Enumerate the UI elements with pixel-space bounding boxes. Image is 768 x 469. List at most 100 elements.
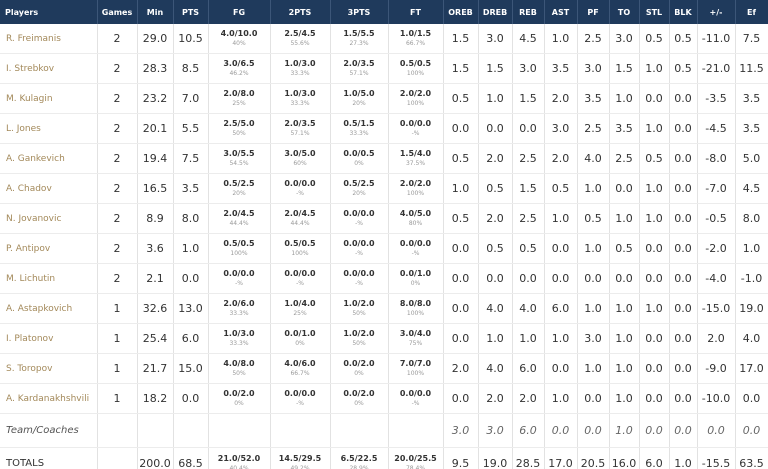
player-name[interactable]: N. Jovanovic [0,203,98,234]
shot-percentage: 0% [354,400,364,407]
stat-cell: 0.0 [669,413,698,448]
column-header[interactable]: Ef [735,0,768,24]
stat-cell: 2 [97,53,138,84]
shot-made-attempted: 0.0/0.0 [399,239,432,248]
player-row: M. Lichutin 2 2.1 0.0 0.0/0.0 -% 0.0/0.0 -% 0.0/… [0,263,768,294]
stat-cell: 2 [97,113,138,144]
stat-cell: 2.1 [137,263,174,294]
player-row: M. Kulagin 2 23.2 7.0 2.0/8.0 25% 1.0/3.0 33.3%… [0,83,768,114]
shot-percentage: 57.1% [290,130,310,137]
stat-cell: 1.0 [609,323,640,354]
shot-made-attempted: 2.0/2.0 [399,179,432,188]
shot-made-attempted: 0.0/2.0 [223,389,255,398]
stat-cell: 0.0 [669,173,698,204]
stat-cell: 0.0 [443,383,479,414]
player-name[interactable]: R. Freimanis [0,24,98,54]
stat-cell: 3.5 [577,83,610,114]
player-name[interactable]: P. Antipov [0,233,98,264]
stat-cell: 200.0 [137,447,174,469]
stat-cell: 3.5 [735,83,768,114]
column-header[interactable]: DREB [478,0,513,24]
stat-cell [137,413,174,448]
column-header[interactable]: BLK [669,0,698,24]
shot-percentage: 44.4% [229,220,249,227]
player-name[interactable]: M. Kulagin [0,83,98,114]
shot-percentage: 49.2% [290,464,310,469]
shot-percentage: 33.3% [290,70,310,77]
player-name[interactable]: A. Gankevich [0,143,98,174]
stat-cell: 1.5 [478,53,513,84]
stat-cell: 2.5/5.0 50% [208,113,271,144]
stat-cell: 0.0 [609,173,640,204]
player-name[interactable]: A. Chadov [0,173,98,204]
column-header[interactable]: Games [97,0,138,24]
shot-made-attempted: 7.0/7.0 [399,359,432,368]
column-header[interactable]: +/- [697,0,736,24]
column-header[interactable]: 2PTS [270,0,331,24]
shot-made-attempted: 1.0/3.0 [223,329,255,338]
shot-made-attempted: 1.0/2.0 [343,329,375,338]
stat-cell: 6.0 [512,413,545,448]
stat-cell: 1.5 [512,83,545,114]
shot-made-attempted: 4.0/10.0 [220,29,258,38]
stat-cell: 4.0/6.0 66.7% [270,353,331,384]
shot-percentage: 100% [406,370,425,377]
column-header[interactable]: Min [137,0,174,24]
player-name[interactable]: I. Platonov [0,323,98,354]
stat-cell: 3.0/5.5 54.5% [208,143,271,174]
player-row: I. Platonov 1 25.4 6.0 1.0/3.0 33.3% 0.0/1.0 0%… [0,323,768,354]
stat-cell [173,413,209,448]
column-header[interactable]: 3PTS [330,0,389,24]
column-header[interactable]: AST [544,0,578,24]
stat-cell: 0.0/0.0 -% [208,263,271,294]
stat-cell: 0.0 [443,233,479,264]
shot-percentage: 0% [295,340,305,347]
stat-cell: 17.0 [735,353,768,384]
stat-cell: -8.0 [697,143,736,174]
column-header[interactable]: PF [577,0,610,24]
stat-cell: 1 [97,293,138,324]
stat-cell: 1.0 [544,383,578,414]
stat-cell: 0.0 [669,203,698,234]
player-name[interactable]: S. Toropov [0,353,98,384]
stat-cell: 28.3 [137,53,174,84]
stat-cell: 1.0 [609,383,640,414]
player-name[interactable]: M. Lichutin [0,263,98,294]
stat-cell: 0.0 [512,113,545,144]
shot-made-attempted: 0.0/0.0 [399,119,432,128]
shot-made-attempted: 0.0/0.0 [343,269,375,278]
stat-cell: 4.0/10.0 40% [208,24,271,54]
player-name[interactable]: I. Strebkov [0,53,98,84]
stat-cell: 0.0 [173,383,209,414]
column-header[interactable]: TO [609,0,640,24]
player-name[interactable]: A. Astapkovich [0,293,98,324]
stat-cell: 0.5 [478,233,513,264]
player-name[interactable]: L. Jones [0,113,98,144]
shot-made-attempted: 0.0/0.0 [399,389,432,398]
column-header[interactable]: FT [388,0,444,24]
column-header[interactable]: PTS [173,0,209,24]
stat-cell: 0.0/2.0 0% [208,383,271,414]
stat-cell: 2.0/2.0 100% [388,83,444,114]
stat-cell: 2 [97,233,138,264]
stat-cell: 0.5 [639,143,670,174]
stat-cell [97,413,138,448]
column-header[interactable]: STL [639,0,670,24]
stat-cell: 7.0 [173,83,209,114]
column-header[interactable]: OREB [443,0,479,24]
player-name[interactable]: A. Kardanakhshvili [0,383,98,414]
stat-cell: 20.0/25.5 78.4% [388,447,444,469]
shot-made-attempted: 4.0/8.0 [223,359,255,368]
stat-cell: -0.5 [697,203,736,234]
player-row: I. Strebkov 2 28.3 8.5 3.0/6.5 46.2% 1.0/3.0 33… [0,53,768,84]
column-header[interactable]: REB [512,0,545,24]
stat-cell: 3.5 [544,53,578,84]
column-header[interactable]: FG [208,0,271,24]
stat-cell: 1.5 [443,24,479,54]
shot-percentage: 25% [293,310,307,317]
stat-cell: 14.5/29.5 49.2% [270,447,331,469]
column-header[interactable]: Players [0,0,98,24]
shot-made-attempted: 1.0/5.0 [343,89,375,98]
stat-cell: 0.5 [544,173,578,204]
